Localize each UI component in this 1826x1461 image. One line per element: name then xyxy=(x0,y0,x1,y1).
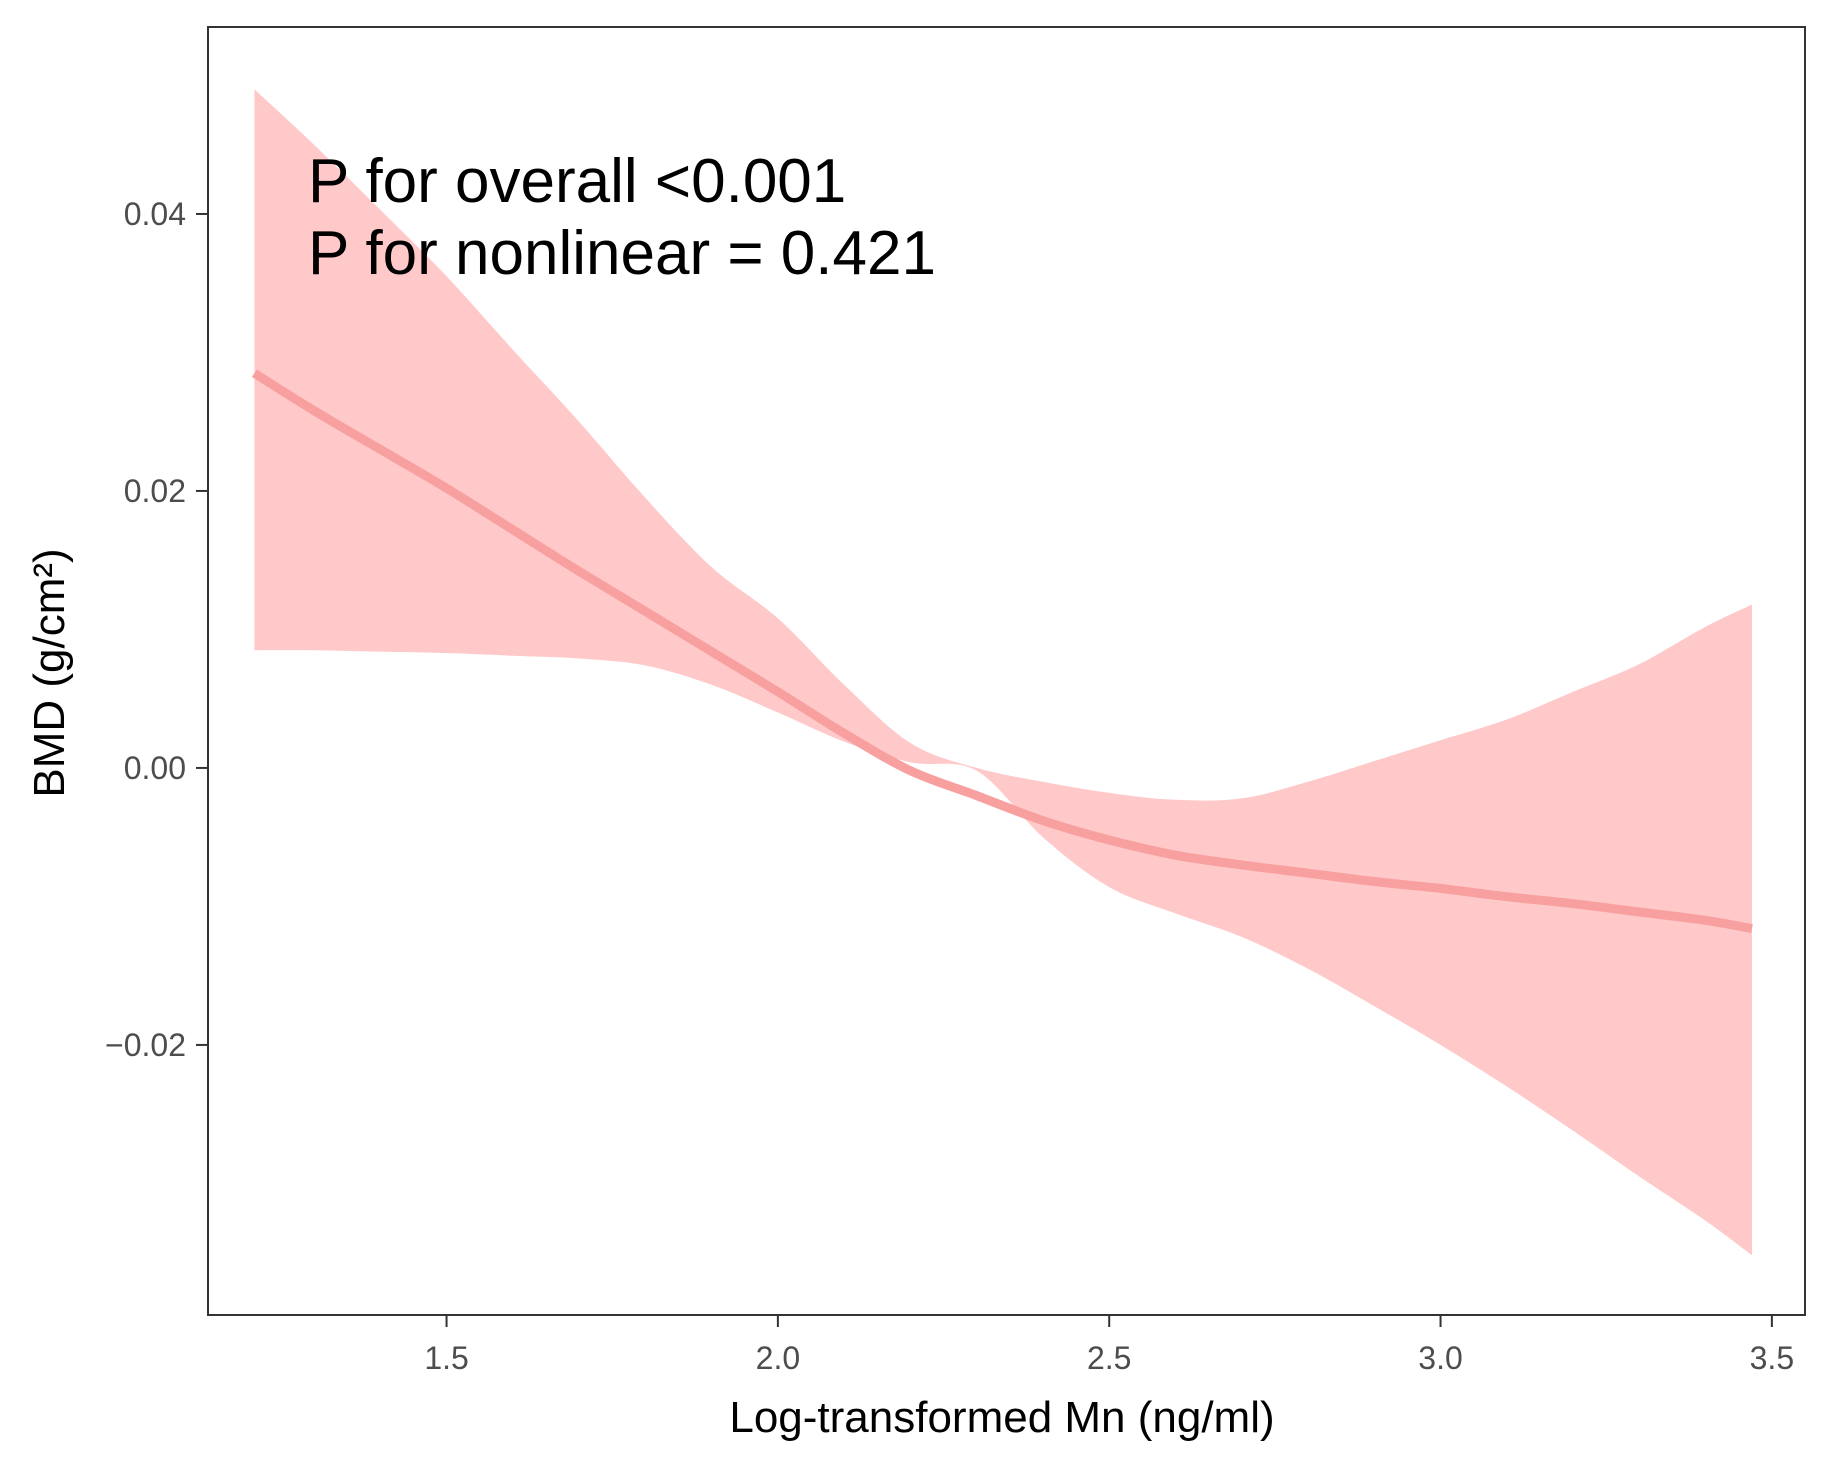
estimate-line xyxy=(251,369,1753,934)
y-tick-label: 0.04 xyxy=(124,196,186,232)
x-axis-ticks: 1.5 2.0 2.5 3.0 3.5 xyxy=(424,1315,1794,1376)
annotation-nonlinear-p: P for nonlinear = 0.421 xyxy=(308,219,936,288)
confidence-band-layer xyxy=(254,89,1752,1256)
y-tick-label: −0.02 xyxy=(105,1027,186,1063)
x-tick-label: 2.5 xyxy=(1087,1340,1131,1376)
x-tick-label: 3.5 xyxy=(1750,1340,1794,1376)
y-tick-label: 0.02 xyxy=(124,473,186,509)
estimate-line-layer xyxy=(251,369,1753,934)
x-tick-label: 1.5 xyxy=(424,1340,468,1376)
x-axis-title: Log-transformed Mn (ng/ml) xyxy=(729,1393,1274,1442)
y-tick-label: 0.00 xyxy=(124,750,186,786)
plot-panel-border xyxy=(207,26,1806,1316)
x-tick-label: 2.0 xyxy=(756,1340,800,1376)
annotation-overall-p: P for overall <0.001 xyxy=(308,147,846,216)
y-axis-title: BMD (g/cm²) xyxy=(25,548,74,797)
x-tick-label: 3.0 xyxy=(1418,1340,1462,1376)
y-axis-ticks: −0.02 0.00 0.02 0.04 xyxy=(105,196,208,1063)
confidence-band xyxy=(254,89,1752,1256)
